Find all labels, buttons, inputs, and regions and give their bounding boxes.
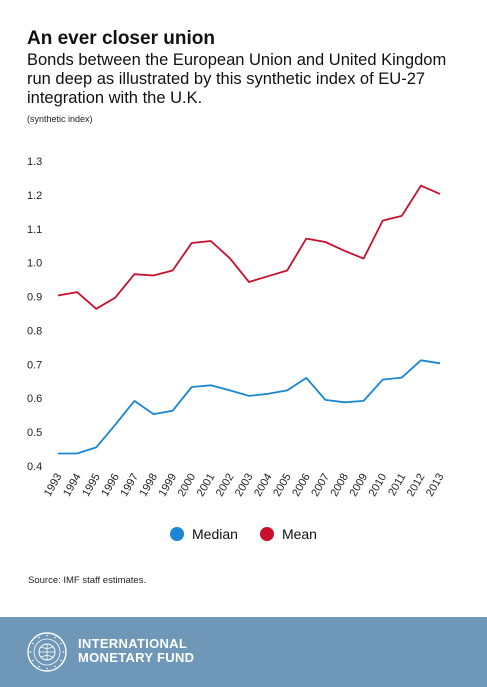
series-line-median (58, 359, 441, 455)
y-tick-label: 0.7 (27, 359, 42, 371)
x-tick-label: 1999 (157, 472, 180, 499)
x-tick-label: 2013 (424, 472, 447, 499)
x-tick-label: 2001 (195, 472, 218, 499)
median-legend-dot (170, 527, 185, 541)
x-tick-label: 2003 (233, 472, 256, 499)
x-tick-label: 2004 (252, 472, 275, 499)
imf-footer: INTERNATIONAL MONETARY FUND (0, 617, 487, 687)
legend-label-mean: Mean (281, 526, 317, 542)
x-tick-label: 1997 (118, 472, 141, 499)
y-tick-label: 0.4 (27, 461, 42, 473)
series-line-mean (57, 184, 441, 310)
chart-header: An ever closer union Bonds between the E… (27, 28, 467, 125)
x-tick-label: 1995 (80, 472, 103, 499)
y-tick-label: 1.1 (27, 224, 42, 236)
x-tick-label: 2008 (328, 472, 351, 499)
y-unit-label: (synthetic index) (27, 114, 93, 124)
mean-legend-dot (259, 527, 274, 541)
x-tick-label: 2000 (176, 472, 199, 499)
y-tick-label: 1.0 (27, 258, 42, 270)
x-tick-label: 1998 (137, 472, 160, 499)
y-tick-label: 1.2 (27, 190, 42, 202)
x-tick-label: 2007 (309, 472, 332, 499)
source-note: Source: IMF staff estimates. (28, 575, 147, 586)
y-axis-ticks: 1.3 1.2 1.1 1.0 0.9 0.8 0.7 0.6 0.5 0.4 (27, 156, 42, 473)
legend-label-median: Median (192, 526, 238, 542)
series-lines (57, 184, 441, 455)
y-tick-label: 0.8 (27, 325, 42, 337)
x-axis-ticks: 1993199419951996199719981999200020012002… (42, 472, 447, 499)
x-tick-label: 2009 (348, 472, 371, 499)
y-tick-label: 0.5 (27, 427, 42, 439)
imf-seal-icon (27, 632, 67, 672)
line-chart: 1.31.21.11.00.90.80.70.60.50.4 199319941… (27, 156, 447, 499)
x-tick-label: 2011 (386, 472, 408, 498)
imf-wordmark: INTERNATIONAL MONETARY FUND (78, 637, 194, 665)
x-tick-label: 2012 (405, 472, 428, 499)
y-tick-label: 0.6 (27, 393, 42, 405)
x-tick-label: 1996 (99, 472, 122, 499)
chart-legend: Median Mean (0, 526, 487, 542)
x-tick-label: 2010 (367, 472, 390, 499)
x-tick-label: 2002 (214, 472, 237, 499)
legend-item-median: Median (170, 526, 238, 542)
x-tick-label: 1994 (61, 472, 84, 499)
legend-item-mean: Mean (259, 526, 317, 542)
brand-line-2: MONETARY FUND (78, 650, 195, 665)
y-tick-label: 0.9 (27, 292, 42, 304)
x-tick-label: 2006 (290, 472, 313, 499)
x-tick-label: 2005 (271, 472, 294, 499)
x-tick-label: 1993 (42, 472, 65, 499)
y-tick-label: 1.3 (27, 156, 42, 168)
brand-line-1: INTERNATIONAL (78, 636, 188, 651)
chart-subtitle: Bonds between the European Union and Uni… (27, 51, 447, 107)
chart-title: An ever closer union (27, 28, 215, 49)
